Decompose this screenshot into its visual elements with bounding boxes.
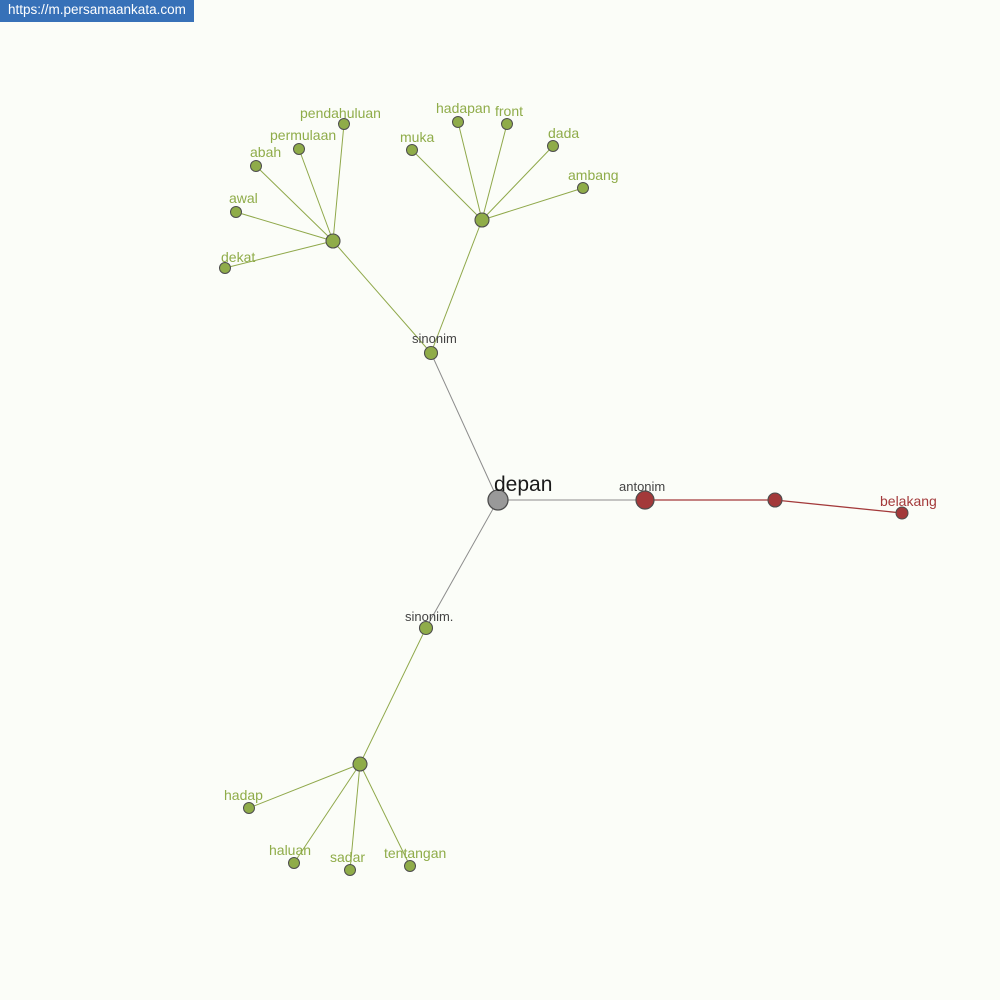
svg-text:dekat: dekat	[221, 249, 255, 265]
svg-text:sinonim: sinonim	[412, 331, 457, 346]
svg-text:abah: abah	[250, 144, 281, 160]
svg-text:front: front	[495, 103, 523, 119]
svg-text:muka: muka	[400, 129, 434, 145]
svg-text:dada: dada	[548, 125, 579, 141]
svg-text:sinonim.: sinonim.	[405, 609, 453, 624]
svg-text:permulaan: permulaan	[270, 127, 336, 143]
svg-text:tentangan: tentangan	[384, 845, 446, 861]
svg-text:ambang: ambang	[568, 167, 619, 183]
svg-text:antonim: antonim	[619, 479, 665, 494]
svg-text:hadapan: hadapan	[436, 100, 491, 116]
svg-text:haluan: haluan	[269, 842, 311, 858]
svg-text:belakang: belakang	[880, 493, 937, 509]
svg-text:awal: awal	[229, 190, 258, 206]
svg-text:hadap: hadap	[224, 787, 263, 803]
svg-text:depan: depan	[494, 473, 552, 496]
svg-text:pendahuluan: pendahuluan	[300, 105, 381, 121]
svg-text:sadar: sadar	[330, 849, 365, 865]
